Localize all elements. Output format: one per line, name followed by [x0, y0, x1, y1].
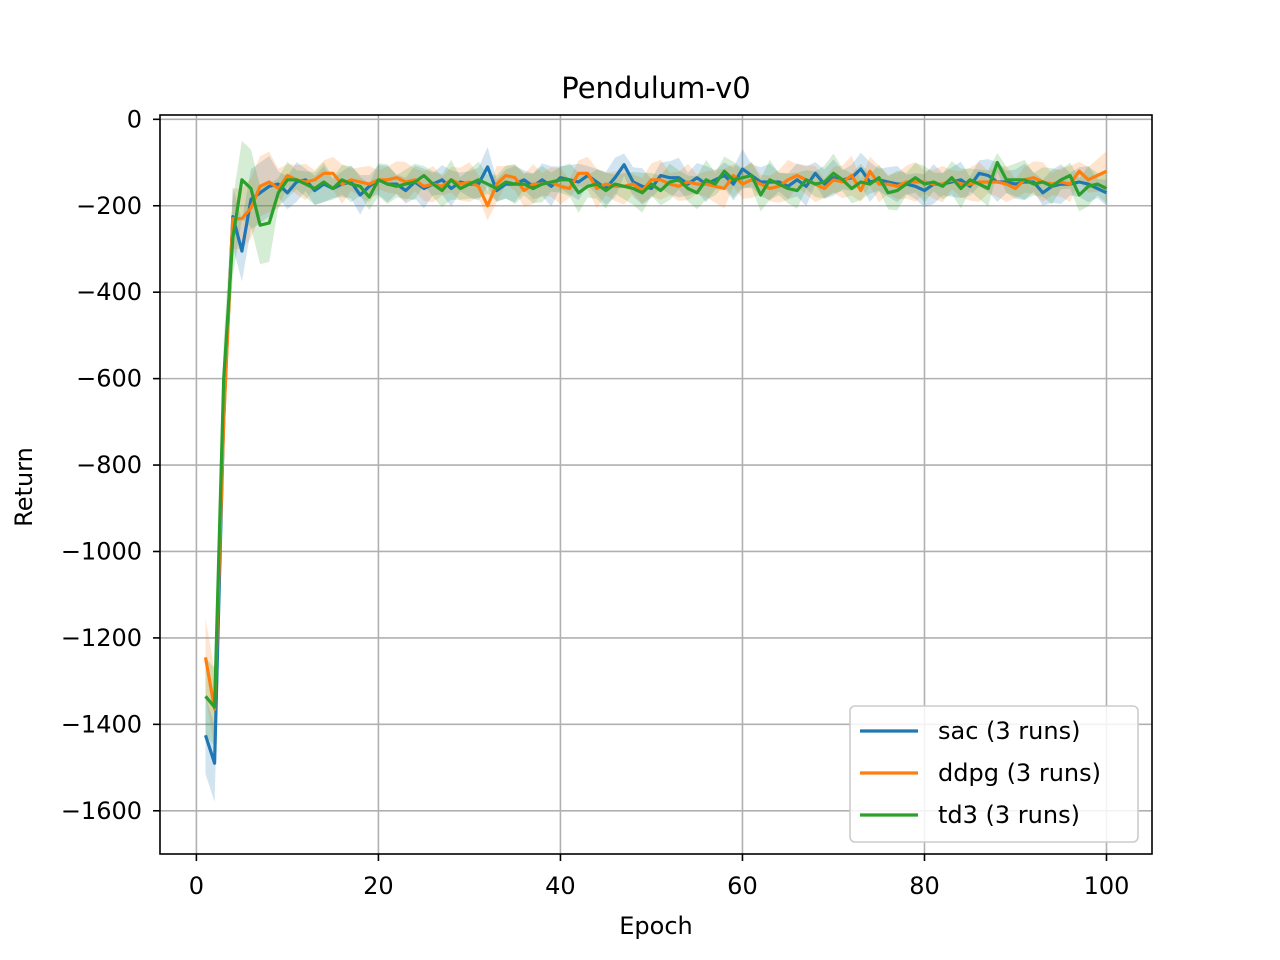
chart-title: Pendulum-v0	[561, 71, 750, 105]
x-tick-label: 100	[1084, 872, 1130, 900]
y-tick-label: −200	[76, 192, 142, 220]
y-tick-label: −800	[76, 451, 142, 479]
legend: sac (3 runs) ddpg (3 runs) td3 (3 runs)	[849, 705, 1139, 843]
legend-label: td3 (3 runs)	[938, 801, 1080, 829]
series-lines	[203, 160, 1108, 765]
series-line	[204, 160, 1108, 709]
y-tick-label: −1400	[61, 710, 142, 738]
y-tick-label: −600	[76, 365, 142, 393]
x-axis-label: Epoch	[619, 912, 693, 940]
legend-label: sac (3 runs)	[938, 717, 1080, 745]
plot-frame	[159, 114, 1153, 855]
x-tick-label: 40	[545, 872, 576, 900]
y-tick-label: 0	[127, 105, 142, 133]
x-tick-label: 0	[189, 872, 204, 900]
y-tick-label: −1000	[61, 537, 142, 565]
y-tick-label: −1600	[61, 797, 142, 825]
legend-label: ddpg (3 runs)	[938, 759, 1101, 787]
y-tick-label: −1200	[61, 624, 142, 652]
x-axis-ticks: 0 20 40 60 80 100	[189, 854, 1130, 900]
x-tick-label: 20	[363, 872, 394, 900]
legend-box	[849, 705, 1139, 843]
y-tick-label: −400	[76, 278, 142, 306]
x-tick-label: 80	[909, 872, 940, 900]
y-axis-label: Return	[10, 447, 38, 527]
y-axis-ticks: 0 −200 −400 −600 −800 −1000 −1200 −1400 −1600	[61, 105, 160, 825]
grid-lines	[160, 115, 1152, 854]
x-tick-label: 60	[727, 872, 758, 900]
